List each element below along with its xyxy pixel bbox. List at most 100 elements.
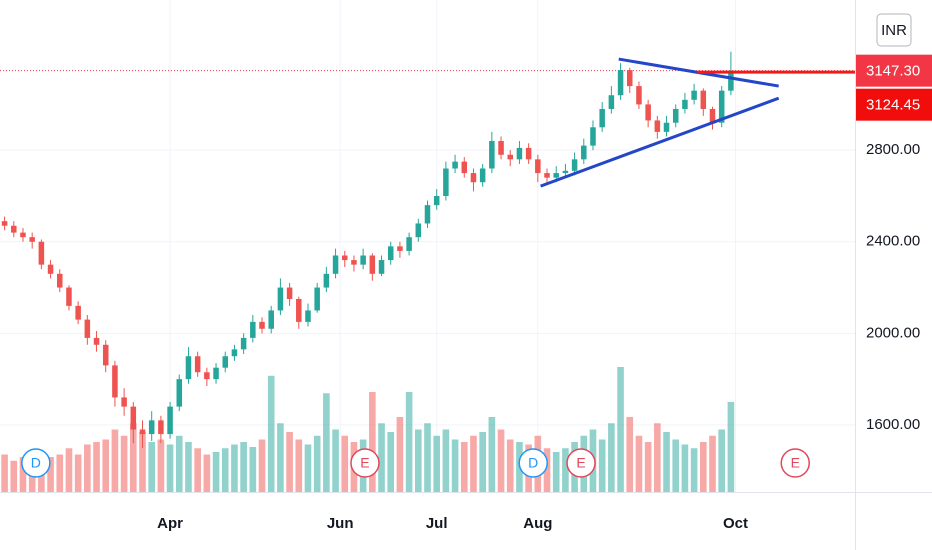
- volume-bar: [727, 402, 735, 492]
- candle-body: [516, 147, 523, 160]
- candle-body: [29, 237, 35, 242]
- volume-bar: [626, 417, 634, 492]
- candle-body: [479, 168, 486, 183]
- volume-bar: [65, 448, 73, 492]
- currency-button[interactable]: [876, 13, 912, 47]
- candle-body: [148, 420, 155, 435]
- candle-body: [342, 255, 348, 261]
- volume-bar: [304, 444, 312, 492]
- candle-body: [498, 141, 504, 155]
- candle-body: [452, 161, 458, 169]
- candle-body: [222, 356, 228, 368]
- volume-bar: [617, 367, 624, 492]
- y-tick-label: 2000.00: [866, 324, 920, 341]
- volume-bar: [139, 432, 146, 492]
- candle-body: [38, 241, 45, 265]
- volume-bar: [387, 432, 395, 492]
- volume-bar: [608, 423, 615, 492]
- price-label-box: [856, 88, 932, 121]
- event-marker: [518, 448, 548, 478]
- volume-bar: [405, 392, 413, 492]
- candle-body: [590, 127, 596, 146]
- candle-body: [691, 90, 697, 100]
- event-marker: [566, 448, 596, 478]
- candle-body: [314, 287, 320, 311]
- volume-bar: [249, 447, 257, 492]
- volume-bar: [451, 439, 459, 492]
- candle-body: [75, 305, 81, 320]
- volume-bar: [166, 444, 174, 492]
- candle-body: [700, 90, 707, 109]
- candle-body: [158, 420, 164, 435]
- volume-bar: [323, 393, 330, 492]
- volume-bar: [295, 439, 303, 492]
- candle-body: [378, 260, 385, 274]
- volume-bar: [84, 444, 91, 492]
- volume-bar: [470, 435, 477, 492]
- candle-body: [130, 406, 137, 430]
- event-label: D: [528, 455, 538, 471]
- candle-body: [121, 397, 127, 407]
- candle-body: [507, 154, 513, 160]
- x-tick-label: Aug: [523, 515, 552, 532]
- volume-bar: [231, 444, 238, 492]
- candle-body: [57, 273, 63, 288]
- volume-bar: [488, 417, 496, 492]
- candle-body: [176, 379, 183, 407]
- candle-body: [709, 108, 716, 123]
- candle-body: [397, 246, 403, 251]
- volume-bar: [120, 435, 128, 492]
- volume-bar: [56, 454, 64, 492]
- volume-bar: [562, 448, 569, 492]
- volume-bar: [699, 442, 707, 492]
- volume-bar: [369, 392, 376, 492]
- volume-bar: [313, 435, 321, 492]
- candle-body: [544, 173, 550, 178]
- candle-body: [296, 299, 302, 322]
- event-marker: [350, 448, 380, 478]
- candle-body: [369, 255, 376, 274]
- candle-body: [11, 225, 17, 233]
- candle-body: [112, 365, 118, 398]
- candle-body: [608, 95, 615, 109]
- candle-body: [645, 104, 651, 121]
- candle-body: [84, 319, 91, 338]
- volume-bar: [681, 444, 689, 492]
- x-tick-label: Jun: [327, 515, 354, 532]
- candle-body: [627, 70, 633, 87]
- candle-body: [213, 367, 219, 380]
- x-tick-label: Oct: [723, 515, 748, 532]
- candle-body: [461, 161, 468, 174]
- currency-label: INR: [881, 22, 907, 39]
- volume-bar: [102, 439, 110, 492]
- candle-body: [360, 255, 366, 265]
- volume-bar: [129, 423, 137, 492]
- candle-body: [682, 99, 688, 109]
- price-label: 3124.45: [866, 97, 920, 114]
- candle-body: [443, 168, 449, 196]
- candle-body: [231, 349, 238, 357]
- candle-body: [250, 321, 256, 338]
- candle-body: [167, 406, 173, 435]
- candle-body: [424, 205, 431, 224]
- volume-bar: [10, 460, 18, 492]
- candle-body: [535, 159, 541, 174]
- candle-body: [433, 195, 440, 206]
- trend-line: [540, 96, 780, 188]
- event-label: D: [31, 455, 41, 471]
- volume-bar: [709, 435, 716, 492]
- volume-bar: [414, 429, 422, 492]
- candle-body: [277, 287, 284, 311]
- volume-bar: [267, 375, 275, 492]
- volume-bar: [654, 423, 661, 492]
- volume-bar: [19, 457, 27, 492]
- candle-body: [332, 255, 339, 274]
- volume-bar: [442, 429, 450, 492]
- volume-bar: [74, 454, 82, 492]
- volume-bar: [479, 432, 486, 492]
- volume-bar: [258, 439, 266, 492]
- volume-bar: [185, 442, 192, 492]
- candle-body: [672, 108, 679, 123]
- candle-body: [93, 337, 100, 345]
